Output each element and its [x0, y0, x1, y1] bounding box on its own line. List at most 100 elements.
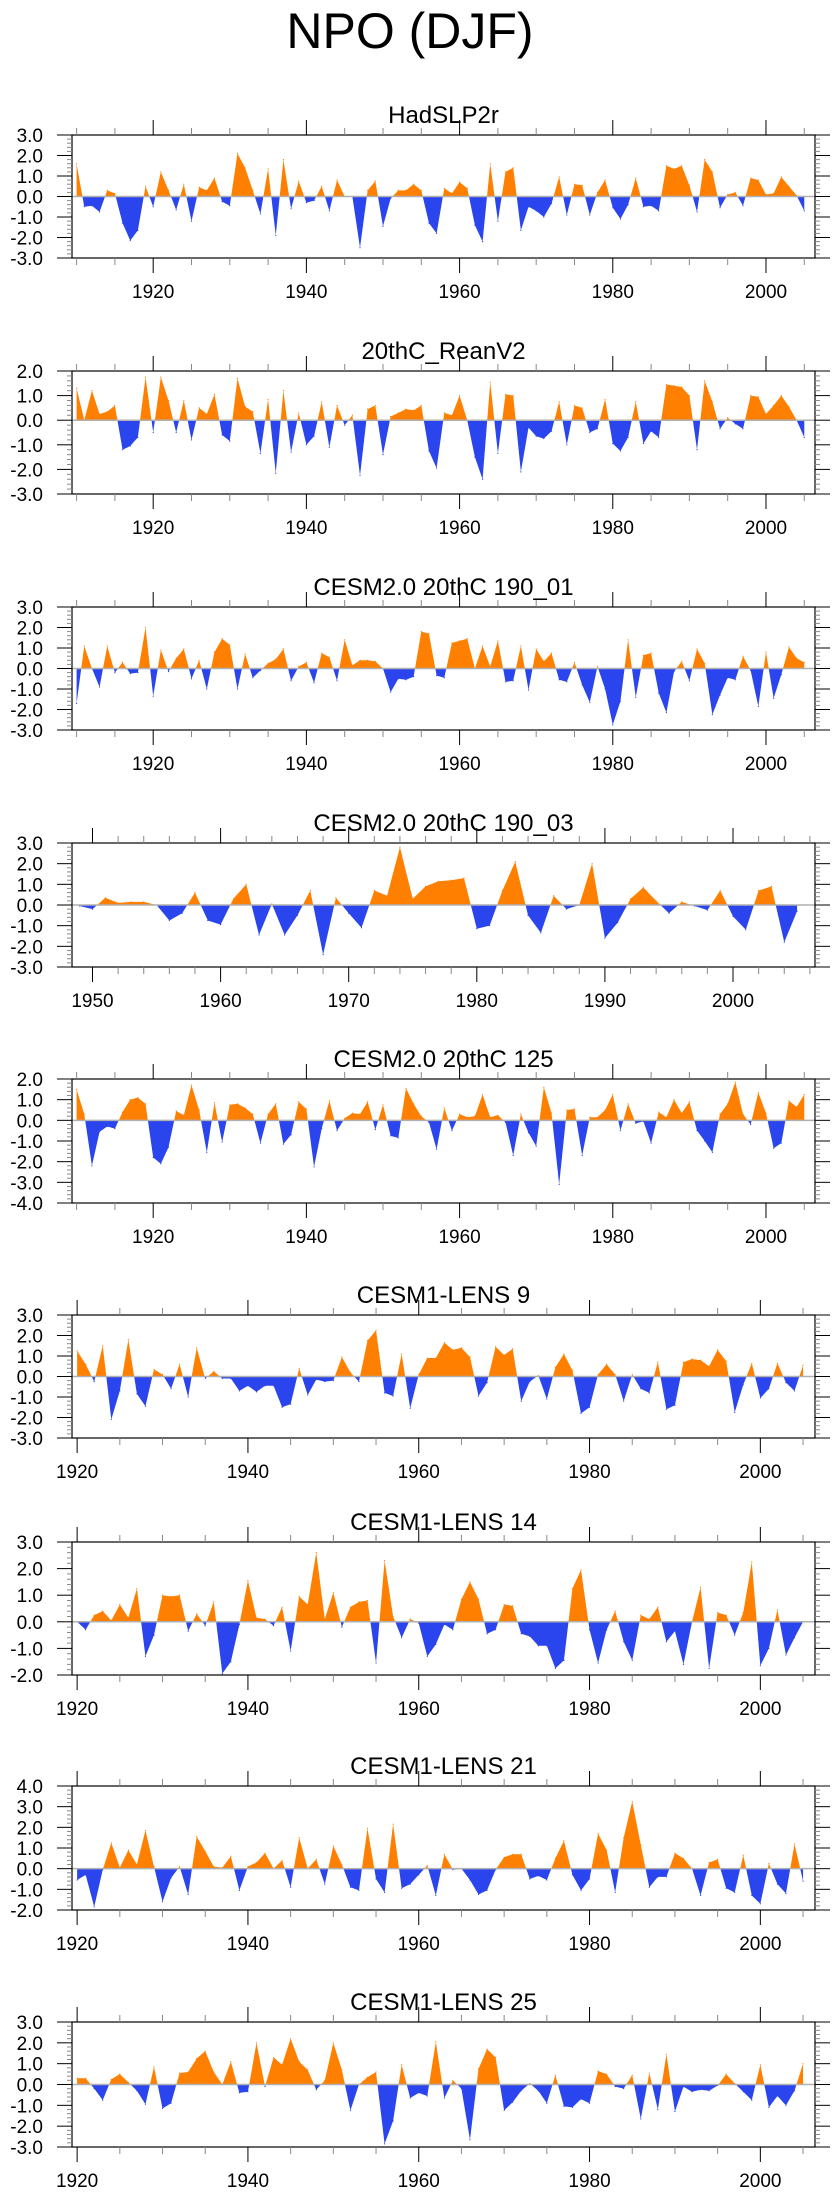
- data-point: [565, 908, 568, 910]
- data-point: [768, 1388, 770, 1390]
- y-tick-label: 0.0: [17, 188, 43, 209]
- data-point: [443, 1853, 445, 1855]
- data-point: [742, 428, 744, 430]
- data-point: [332, 1845, 334, 1847]
- plot-frame: [71, 1785, 816, 1911]
- y-tick-label: -2.0: [10, 2117, 43, 2138]
- data-point: [435, 2041, 437, 2043]
- data-point: [418, 2092, 420, 2094]
- data-point: [529, 1381, 531, 1383]
- data-point: [405, 1087, 407, 1089]
- y-tick-label: 1.0: [17, 387, 43, 408]
- data-point: [93, 2088, 95, 2090]
- panel-title: HadSLP2r: [388, 102, 499, 129]
- data-point: [418, 1622, 420, 1624]
- data-point: [780, 674, 782, 676]
- data-point: [458, 640, 461, 642]
- data-point: [390, 1135, 392, 1137]
- data-point: [167, 1146, 170, 1148]
- x-tick-label: 1940: [227, 1462, 269, 1483]
- data-point: [435, 1643, 437, 1646]
- data-point: [129, 673, 131, 675]
- data-point: [206, 189, 208, 191]
- data-point: [307, 1394, 309, 1396]
- data-point: [366, 1827, 369, 1829]
- data-point: [635, 696, 637, 698]
- data-point: [298, 1101, 300, 1103]
- data-point: [328, 210, 330, 212]
- data-point: [494, 1629, 497, 1631]
- data-point: [93, 1906, 95, 1908]
- data-point: [486, 1889, 488, 1891]
- data-point: [259, 452, 262, 455]
- data-point: [535, 435, 537, 437]
- data-point: [648, 1618, 650, 1620]
- data-point: [136, 2090, 138, 2092]
- x-tick-label: 1980: [592, 1227, 634, 1248]
- data-point: [466, 187, 468, 189]
- data-point: [119, 1390, 121, 1392]
- data-point: [267, 168, 269, 170]
- data-point: [742, 2091, 744, 2093]
- data-point: [315, 2089, 317, 2091]
- data-point: [606, 1849, 608, 1851]
- data-point: [466, 1116, 468, 1118]
- data-point: [650, 1142, 652, 1144]
- data-point: [413, 409, 415, 411]
- data-point: [358, 1381, 360, 1383]
- data-point: [768, 1862, 770, 1865]
- data-point: [272, 2056, 275, 2059]
- data-point: [591, 863, 593, 865]
- negative-area: [77, 2084, 804, 2144]
- data-point: [546, 1879, 548, 1881]
- data-point: [336, 404, 338, 407]
- y-tick-label: 2.0: [17, 855, 43, 876]
- data-point: [275, 658, 277, 660]
- data-point: [606, 1363, 608, 1365]
- data-point: [436, 675, 438, 677]
- data-point: [627, 1103, 629, 1105]
- data-point: [477, 1395, 480, 1397]
- data-point: [305, 444, 307, 446]
- data-point: [206, 413, 208, 415]
- data-point: [426, 2095, 428, 2097]
- data-point: [420, 189, 422, 191]
- data-point: [290, 1403, 292, 1405]
- data-point: [170, 1877, 172, 1879]
- data-point: [776, 1609, 779, 1611]
- data-point: [494, 2056, 497, 2059]
- data-point: [665, 2053, 668, 2055]
- data-point: [428, 1121, 430, 1123]
- data-point: [264, 1618, 266, 1620]
- data-point: [704, 380, 706, 382]
- data-point: [336, 1130, 338, 1132]
- data-point: [344, 639, 346, 641]
- data-point: [196, 1613, 198, 1615]
- data-point: [367, 189, 369, 191]
- data-point: [443, 677, 445, 679]
- data-point: [375, 2071, 377, 2073]
- data-point: [252, 1113, 254, 1115]
- data-point: [418, 1373, 420, 1376]
- x-tick-label: 2000: [739, 1934, 781, 1955]
- y-tick-label: -2.0: [10, 1409, 43, 1430]
- data-point: [642, 654, 645, 656]
- data-point: [631, 2074, 633, 2076]
- data-point: [520, 645, 522, 647]
- data-point: [367, 1101, 369, 1103]
- data-point: [489, 1116, 491, 1118]
- y-tick-label: 0.0: [17, 1111, 43, 1132]
- data-point: [298, 1837, 300, 1839]
- data-point: [452, 2079, 454, 2081]
- data-point: [469, 1879, 471, 1881]
- data-point: [383, 2143, 386, 2145]
- data-point: [711, 1151, 713, 1153]
- y-tick-label: -1.0: [10, 436, 43, 457]
- data-point: [198, 1109, 200, 1111]
- data-point: [750, 669, 752, 672]
- data-point: [206, 688, 208, 690]
- data-point: [619, 450, 622, 452]
- data-point: [451, 642, 453, 644]
- data-point: [418, 1874, 420, 1876]
- data-point: [153, 1866, 155, 1868]
